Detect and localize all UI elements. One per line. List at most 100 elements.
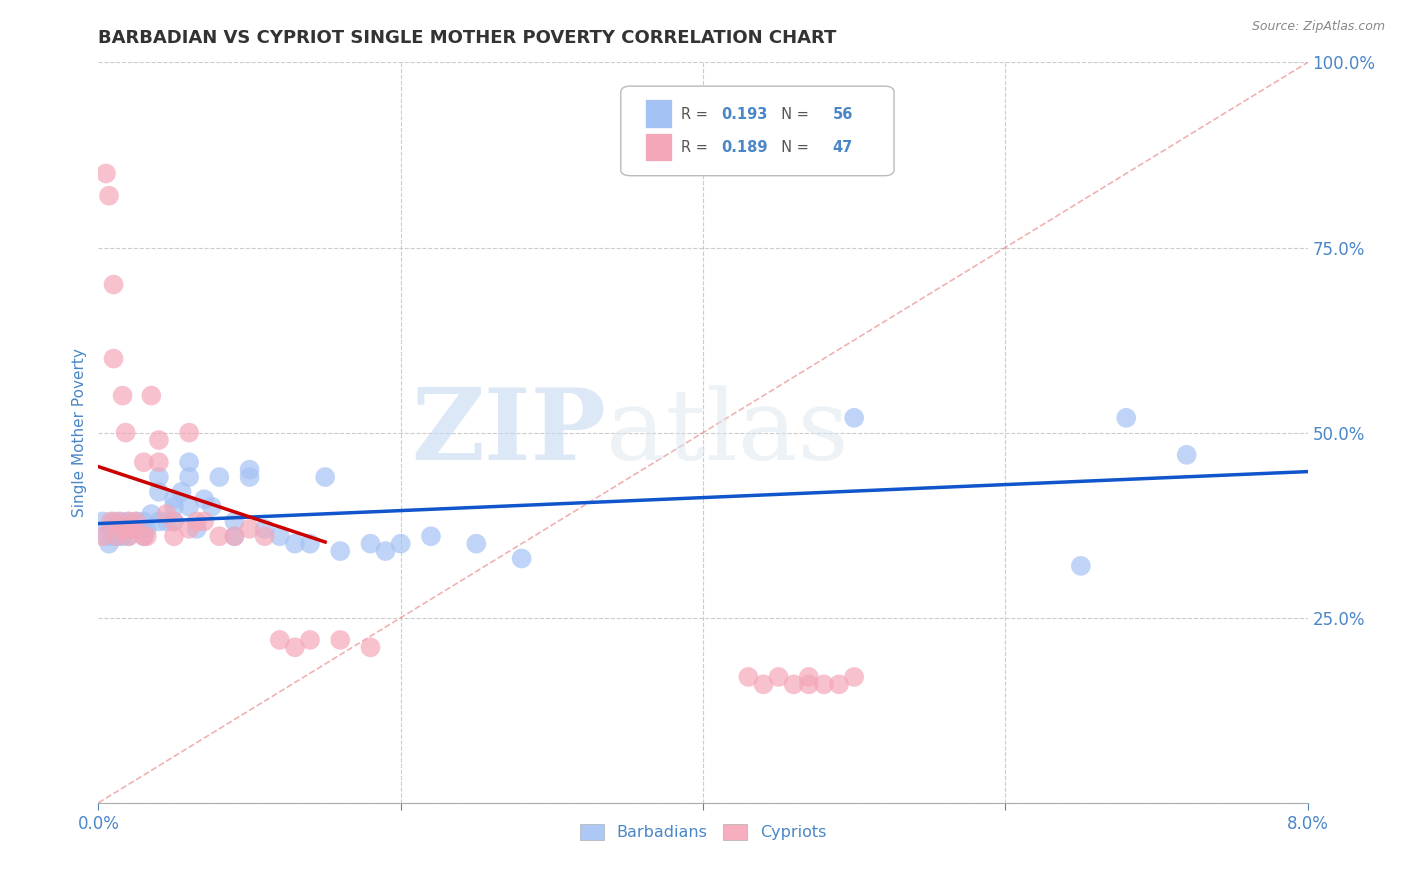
Point [239, 462, 262, 476]
Point [186, 522, 208, 536]
Point [193, 515, 215, 529]
Point [114, 522, 136, 536]
Point [148, 455, 170, 469]
Point [135, 529, 157, 543]
Point [91, 529, 114, 543]
Point [141, 388, 163, 402]
Point [752, 677, 775, 691]
Point [269, 529, 291, 543]
Point [132, 515, 155, 529]
FancyBboxPatch shape [645, 133, 672, 161]
Point [329, 632, 352, 647]
Point [420, 529, 443, 543]
Point [179, 425, 201, 440]
Point [108, 522, 131, 536]
Point [813, 677, 835, 691]
Point [111, 529, 134, 543]
Point [148, 484, 170, 499]
Point [737, 670, 759, 684]
Point [100, 522, 122, 536]
Text: N =: N = [772, 107, 814, 122]
Point [103, 529, 125, 543]
Point [844, 410, 866, 425]
Point [1070, 558, 1092, 573]
Point [155, 515, 177, 529]
Point [360, 536, 382, 550]
Point [208, 529, 231, 543]
Point [155, 507, 177, 521]
Text: 47: 47 [832, 140, 852, 155]
Point [103, 277, 125, 292]
Point [299, 536, 322, 550]
Point [239, 470, 262, 484]
Point [110, 522, 132, 536]
Point [118, 529, 141, 543]
Point [103, 351, 125, 366]
Point [201, 500, 224, 514]
Point [179, 470, 201, 484]
Point [141, 507, 163, 521]
Point [170, 484, 193, 499]
Point [179, 500, 201, 514]
Point [111, 388, 134, 402]
Point [148, 470, 170, 484]
Text: R =: R = [682, 140, 713, 155]
Point [98, 536, 121, 550]
Point [374, 544, 396, 558]
Point [253, 522, 276, 536]
Point [94, 529, 117, 543]
Point [797, 677, 820, 691]
Point [132, 522, 155, 536]
Point [1175, 448, 1198, 462]
Point [844, 670, 866, 684]
Point [114, 425, 136, 440]
Point [94, 166, 117, 180]
Point [91, 515, 114, 529]
Point [163, 515, 186, 529]
Point [107, 515, 129, 529]
Point [389, 536, 412, 550]
Point [163, 500, 186, 514]
Text: Source: ZipAtlas.com: Source: ZipAtlas.com [1251, 20, 1385, 33]
Point [118, 515, 141, 529]
Point [284, 640, 307, 655]
Point [224, 515, 246, 529]
Point [148, 433, 170, 447]
Point [132, 529, 155, 543]
Point [284, 536, 307, 550]
Point [121, 522, 143, 536]
Text: BARBADIAN VS CYPRIOT SINGLE MOTHER POVERTY CORRELATION CHART: BARBADIAN VS CYPRIOT SINGLE MOTHER POVER… [98, 29, 837, 47]
Text: 56: 56 [832, 107, 853, 122]
Text: atlas: atlas [606, 384, 849, 481]
Point [224, 529, 246, 543]
Point [121, 522, 143, 536]
Point [118, 515, 141, 529]
Legend: Barbadians, Cypriots: Barbadians, Cypriots [574, 817, 832, 847]
Text: 0.189: 0.189 [721, 140, 768, 155]
Point [163, 515, 186, 529]
Point [118, 529, 141, 543]
Text: ZIP: ZIP [412, 384, 606, 481]
Point [110, 515, 132, 529]
Point [125, 515, 148, 529]
Point [329, 544, 352, 558]
Point [118, 522, 141, 536]
Point [828, 677, 851, 691]
Point [314, 470, 336, 484]
Point [239, 522, 262, 536]
Point [179, 522, 201, 536]
Point [360, 640, 382, 655]
Point [269, 632, 291, 647]
Point [783, 677, 806, 691]
Point [103, 515, 125, 529]
Point [105, 529, 128, 543]
Point [510, 551, 533, 566]
Point [797, 670, 820, 684]
Point [105, 522, 128, 536]
Point [179, 455, 201, 469]
Point [132, 529, 155, 543]
Point [253, 529, 276, 543]
Point [132, 455, 155, 469]
Point [135, 522, 157, 536]
Point [1115, 410, 1137, 425]
